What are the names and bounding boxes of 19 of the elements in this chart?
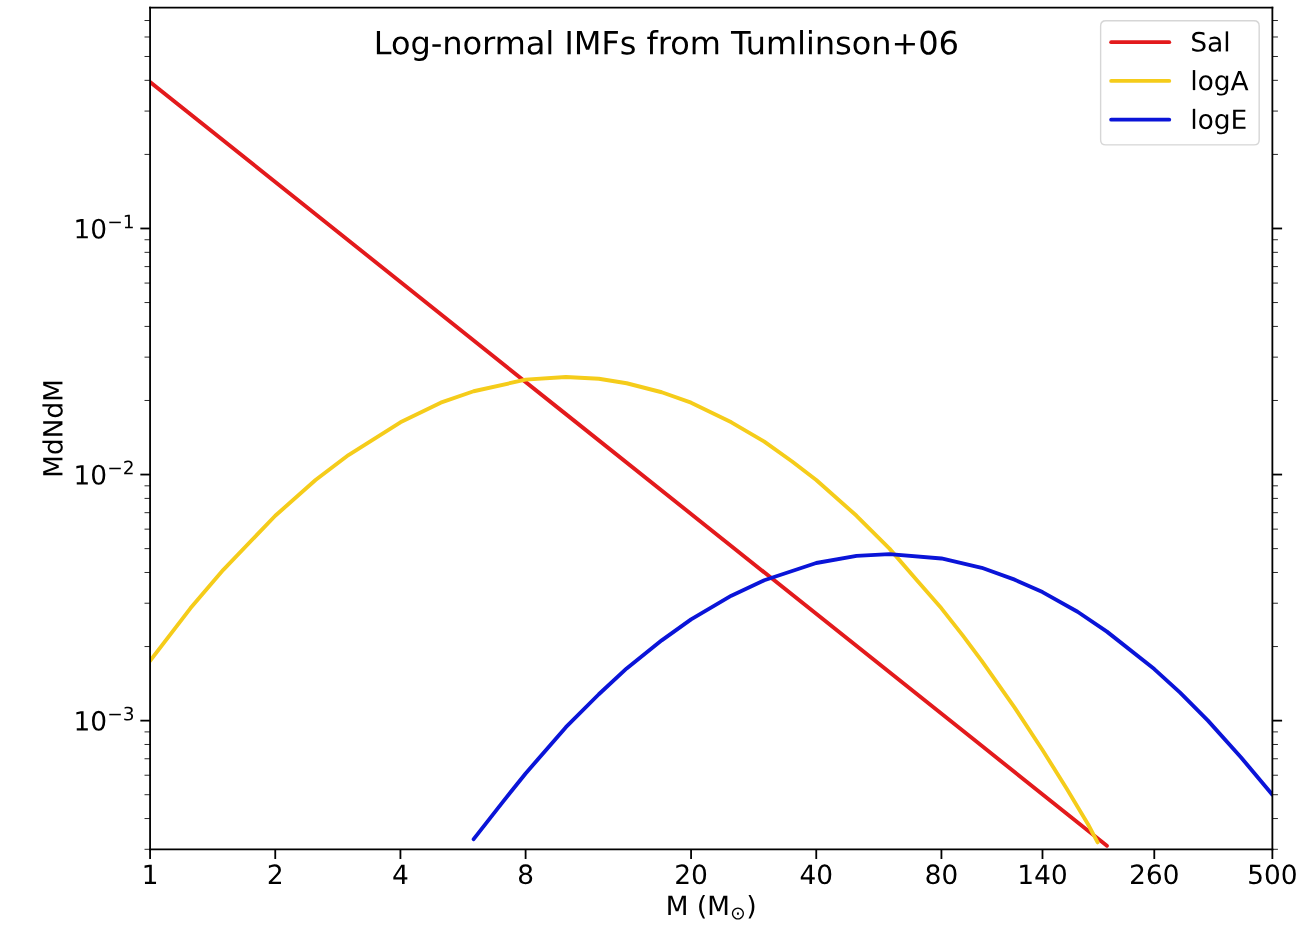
legend-label: logE: [1192, 108, 1246, 135]
x-tick-label: 4: [393, 864, 408, 884]
x-axis-title: M (M$_{⊙}$): [668, 894, 755, 920]
y-tick-label: 10$^{−3}$: [76, 706, 134, 731]
x-tick-label: 500: [1249, 864, 1296, 885]
x-tick-label: 40: [800, 864, 832, 885]
x-tick-label: 20: [676, 864, 707, 885]
y-tick-label: 10$^{−2}$: [76, 460, 133, 485]
legend-label: logA: [1192, 70, 1249, 96]
x-tick-label: 2: [268, 864, 281, 884]
x-tick-label: 140: [1020, 864, 1066, 885]
x-tick-label: 260: [1131, 864, 1178, 885]
x-tick-label: 8: [519, 864, 533, 885]
y-axis-title: MdNdM: [42, 381, 63, 476]
y-tick-label: 10$^{−1}$: [76, 214, 133, 239]
legend-label: Sal: [1192, 31, 1229, 52]
x-tick-label: 1: [144, 864, 157, 884]
annotation: Log-normal IMFs from Tumlinson+06: [376, 30, 957, 61]
x-tick-label: 80: [926, 864, 957, 885]
